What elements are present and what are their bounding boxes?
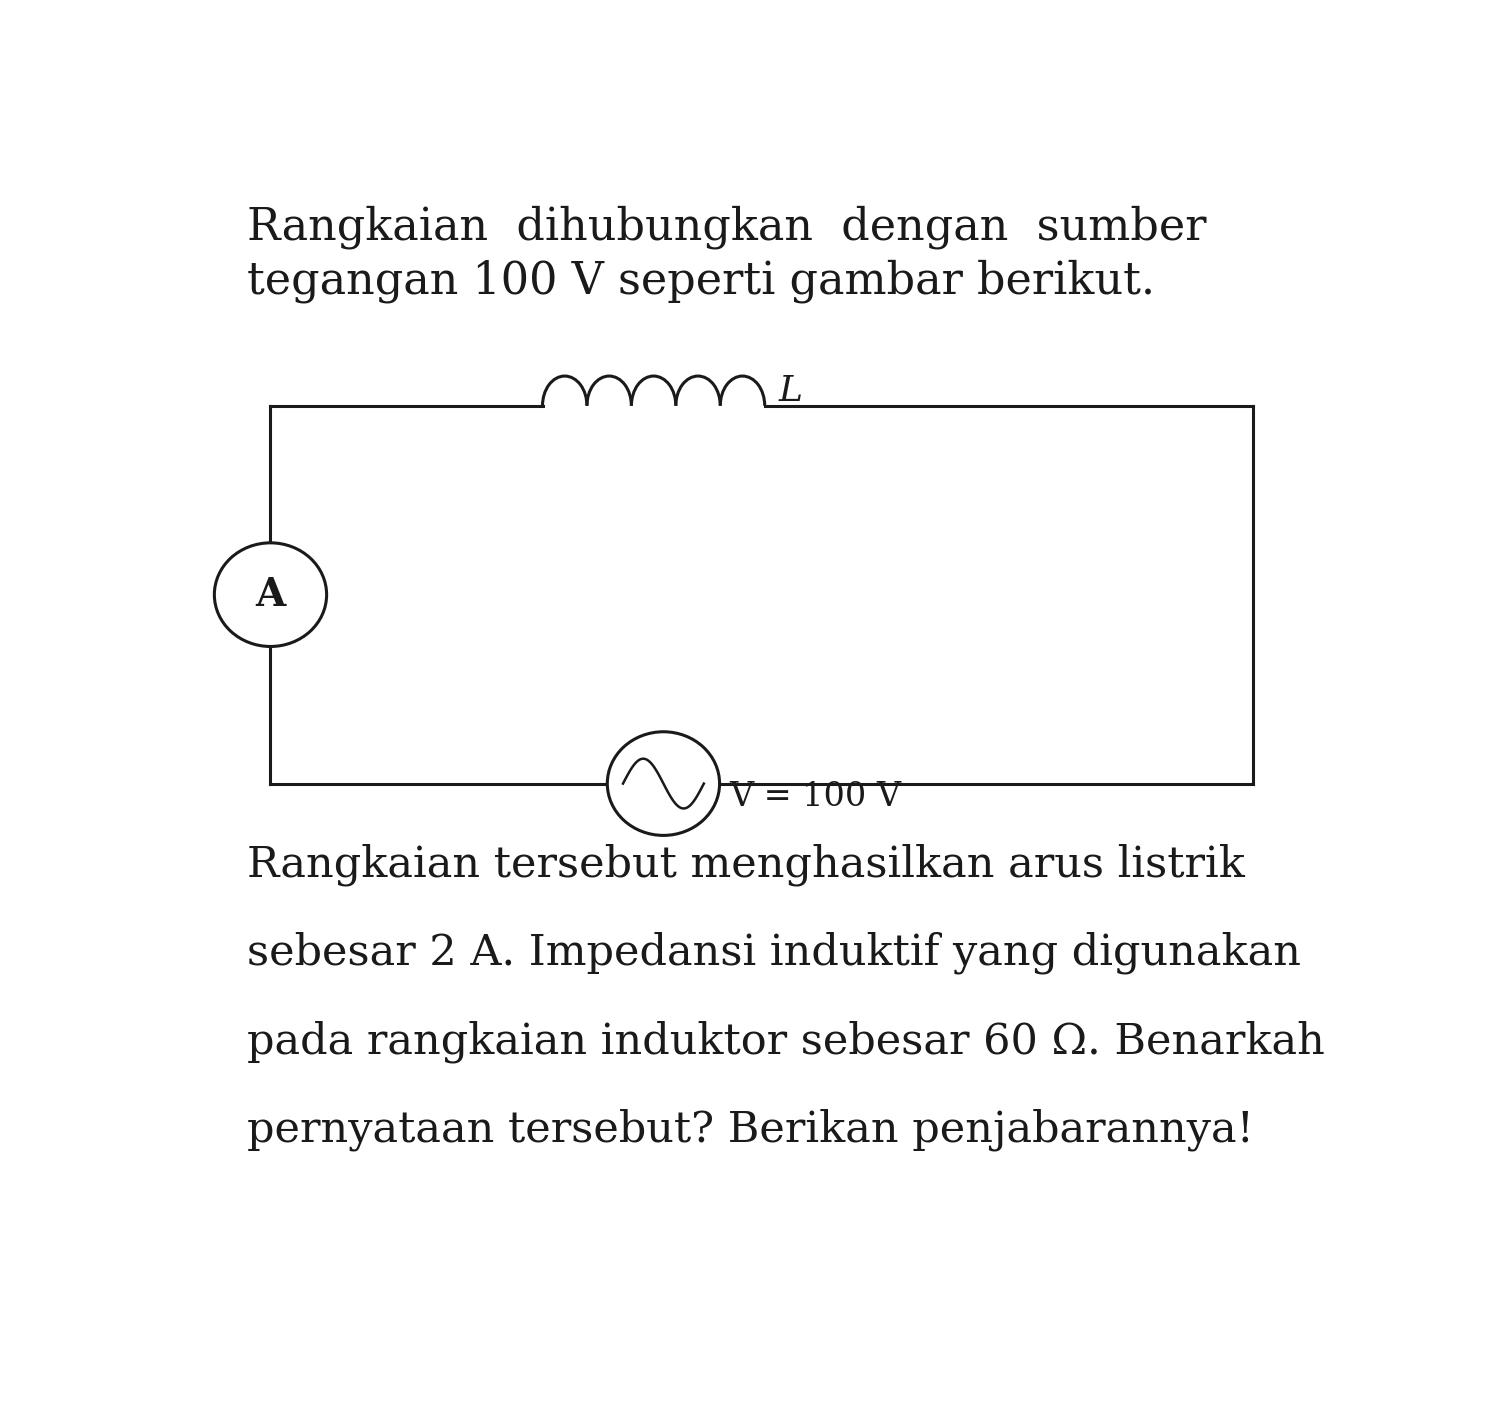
Text: tegangan 100 V seperti gambar berikut.: tegangan 100 V seperti gambar berikut.	[247, 259, 1154, 303]
Text: L: L	[779, 374, 803, 408]
Text: pernyataan tersebut? Berikan penjabarannya!: pernyataan tersebut? Berikan penjabarann…	[247, 1109, 1254, 1151]
Text: Rangkaian  dihubungkan  dengan  sumber: Rangkaian dihubungkan dengan sumber	[247, 206, 1207, 250]
Text: pada rangkaian induktor sebesar 60 Ω. Benarkah: pada rangkaian induktor sebesar 60 Ω. Be…	[247, 1021, 1325, 1063]
Text: Rangkaian tersebut menghasilkan arus listrik: Rangkaian tersebut menghasilkan arus lis…	[247, 843, 1245, 886]
Text: V = 100 V: V = 100 V	[729, 781, 901, 813]
Circle shape	[607, 732, 720, 836]
Circle shape	[214, 543, 326, 646]
Text: sebesar 2 A. Impedansi induktif yang digunakan: sebesar 2 A. Impedansi induktif yang dig…	[247, 932, 1301, 974]
Text: A: A	[255, 576, 285, 614]
